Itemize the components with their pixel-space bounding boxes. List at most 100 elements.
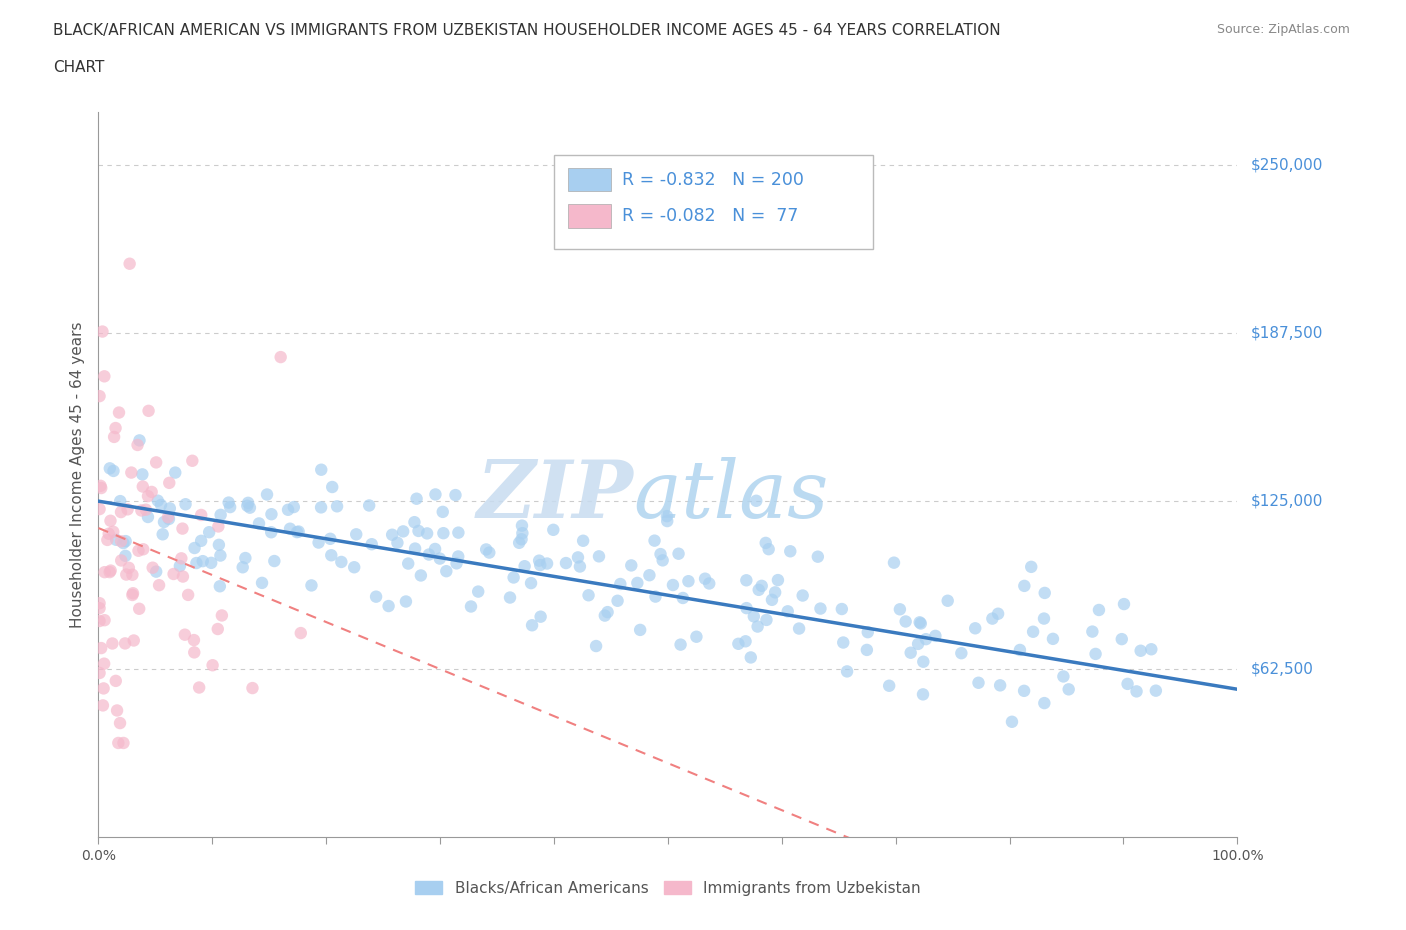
- Point: [250, 576, 273, 591]
- Point: [270, 350, 292, 365]
- Point: [209, 548, 232, 563]
- Text: R = -0.082   N =  77: R = -0.082 N = 77: [623, 207, 799, 225]
- Point: [93, 565, 115, 579]
- Point: [467, 584, 489, 599]
- FancyBboxPatch shape: [568, 168, 612, 192]
- Point: [112, 736, 135, 751]
- Text: $125,000: $125,000: [1251, 494, 1323, 509]
- Point: [114, 636, 136, 651]
- Point: [110, 553, 132, 568]
- Point: [1033, 586, 1056, 601]
- Point: [543, 523, 565, 538]
- Point: [527, 553, 550, 568]
- Point: [141, 485, 163, 499]
- Point: [508, 536, 530, 551]
- Point: [122, 586, 145, 601]
- Point: [198, 525, 221, 539]
- Point: [98, 461, 121, 476]
- Point: [218, 495, 240, 510]
- Point: [173, 627, 195, 642]
- Point: [499, 591, 522, 605]
- Point: [727, 636, 749, 651]
- Point: [235, 551, 257, 565]
- Point: [117, 502, 139, 517]
- Point: [530, 609, 553, 624]
- Point: [91, 698, 114, 713]
- Point: [856, 625, 879, 640]
- Point: [644, 589, 666, 604]
- Point: [392, 524, 415, 538]
- Point: [405, 491, 427, 506]
- Point: [567, 550, 589, 565]
- Point: [319, 531, 342, 546]
- Point: [145, 565, 167, 579]
- Point: [761, 592, 783, 607]
- Point: [835, 664, 858, 679]
- Point: [447, 549, 470, 564]
- Point: [242, 681, 264, 696]
- Point: [520, 618, 543, 632]
- Point: [138, 404, 160, 418]
- Point: [779, 544, 801, 559]
- Point: [776, 604, 799, 618]
- Point: [807, 550, 830, 565]
- Point: [894, 614, 917, 629]
- Point: [1125, 684, 1147, 698]
- Point: [191, 553, 214, 568]
- Point: [321, 548, 343, 563]
- Point: [651, 553, 673, 568]
- Point: [734, 634, 756, 649]
- Point: [364, 590, 387, 604]
- Point: [146, 493, 169, 508]
- Point: [1084, 646, 1107, 661]
- Point: [107, 736, 129, 751]
- Point: [447, 525, 470, 540]
- Point: [90, 478, 112, 493]
- Point: [672, 591, 695, 605]
- Point: [475, 542, 498, 557]
- Point: [142, 560, 165, 575]
- Point: [181, 453, 204, 468]
- Point: [183, 632, 205, 647]
- Point: [162, 566, 184, 581]
- Point: [309, 462, 332, 477]
- Point: [207, 519, 229, 534]
- Point: [404, 541, 426, 556]
- Point: [150, 498, 173, 512]
- Point: [301, 578, 323, 592]
- Point: [510, 532, 533, 547]
- Point: [988, 678, 1011, 693]
- Point: [1008, 643, 1031, 658]
- Point: [114, 534, 136, 549]
- Point: [877, 678, 900, 693]
- Point: [170, 551, 193, 565]
- Point: [416, 526, 439, 541]
- Point: [609, 577, 631, 591]
- Point: [105, 703, 128, 718]
- Point: [588, 549, 610, 564]
- Point: [748, 582, 770, 597]
- Point: [186, 555, 208, 570]
- Point: [766, 573, 789, 588]
- Point: [183, 540, 205, 555]
- Point: [239, 500, 262, 515]
- Point: [967, 675, 990, 690]
- Point: [1019, 560, 1042, 575]
- Point: [260, 525, 283, 539]
- Point: [121, 567, 143, 582]
- Point: [650, 547, 672, 562]
- Point: [98, 565, 121, 579]
- Point: [555, 555, 578, 570]
- Point: [585, 639, 607, 654]
- Point: [152, 527, 174, 542]
- Point: [287, 525, 309, 539]
- Text: CHART: CHART: [53, 60, 105, 75]
- Point: [174, 497, 197, 512]
- Point: [209, 508, 232, 523]
- Point: [423, 541, 446, 556]
- Text: Source: ZipAtlas.com: Source: ZipAtlas.com: [1216, 23, 1350, 36]
- Point: [502, 570, 524, 585]
- Point: [89, 596, 111, 611]
- Point: [907, 636, 929, 651]
- Point: [131, 503, 153, 518]
